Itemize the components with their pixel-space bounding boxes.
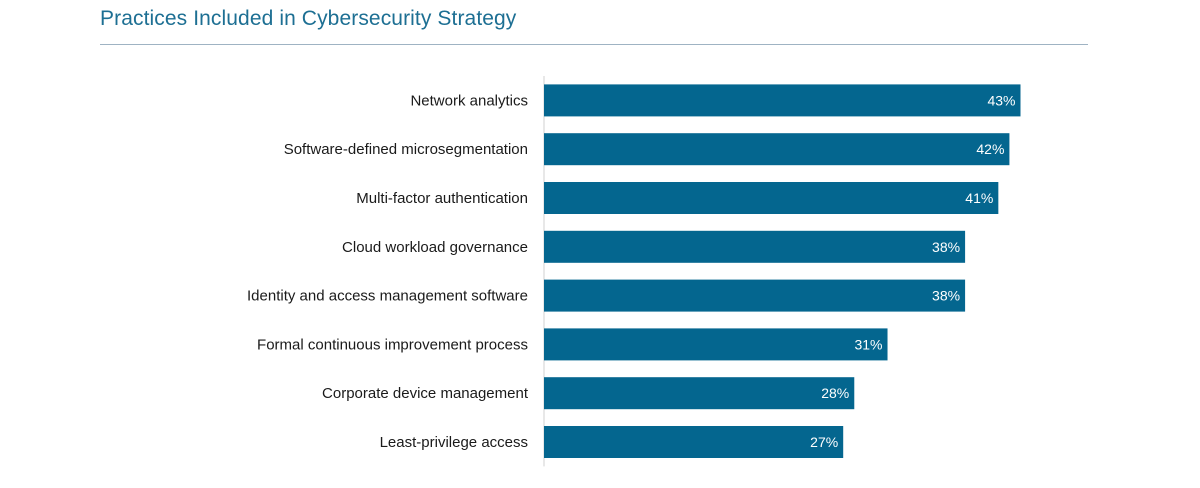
category-label: Network analytics bbox=[410, 92, 528, 109]
bar bbox=[544, 230, 966, 263]
category-label: Least-privilege access bbox=[380, 434, 528, 451]
value-label: 41% bbox=[965, 190, 993, 206]
bar bbox=[544, 182, 999, 214]
category-label: Corporate device management bbox=[322, 385, 529, 402]
value-label: 38% bbox=[932, 288, 960, 304]
bar bbox=[544, 377, 855, 410]
value-label: 38% bbox=[932, 239, 960, 255]
chart-title: Practices Included in Cybersecurity Stra… bbox=[100, 7, 517, 30]
category-label: Multi-factor authentication bbox=[356, 190, 528, 207]
category-label: Formal continuous improvement process bbox=[257, 336, 528, 353]
value-label: 27% bbox=[810, 434, 838, 450]
category-label: Cloud workload governance bbox=[342, 239, 528, 256]
bar bbox=[544, 84, 1021, 117]
bar bbox=[544, 426, 844, 458]
bar bbox=[544, 328, 888, 361]
value-label: 28% bbox=[821, 385, 849, 401]
value-label: 43% bbox=[987, 92, 1015, 108]
value-label: 31% bbox=[854, 336, 882, 352]
title-divider bbox=[100, 44, 1088, 45]
bar bbox=[544, 279, 966, 312]
category-label: Software-defined microsegmentation bbox=[284, 141, 528, 158]
bar bbox=[544, 133, 1010, 166]
category-label: Identity and access management software bbox=[247, 288, 528, 305]
value-label: 42% bbox=[976, 141, 1004, 157]
